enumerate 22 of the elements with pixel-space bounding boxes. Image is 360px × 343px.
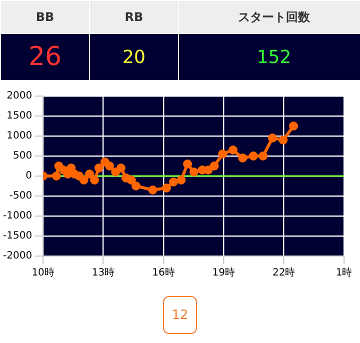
y-tick-label: 500: [12, 150, 32, 162]
y-tick-label: -2000: [2, 250, 32, 262]
x-tick-label: 1時: [336, 266, 352, 279]
y-tick-label: 1000: [6, 130, 32, 142]
x-tick-label: 16時: [152, 266, 175, 279]
text: 26: [0, 34, 90, 80]
y-tick-label: 0: [26, 170, 32, 182]
y-tick-label: -1000: [2, 210, 32, 222]
text: 12: [163, 296, 197, 334]
y-tick-label: 1500: [6, 110, 32, 122]
text: RB: [90, 0, 178, 34]
text: 152: [178, 34, 360, 80]
y-tick-label: 2000: [6, 90, 32, 102]
text: BB: [0, 0, 90, 34]
y-tick-label: -1500: [2, 230, 32, 242]
x-tick-label: 10時: [32, 266, 54, 279]
text: スタート回数: [178, 0, 360, 34]
x-tick-label: 13時: [92, 266, 115, 279]
y-tick-label: -500: [9, 190, 32, 202]
text: 20: [90, 34, 178, 80]
x-tick-label: 22時: [272, 266, 296, 279]
x-tick-label: 19時: [212, 266, 235, 279]
